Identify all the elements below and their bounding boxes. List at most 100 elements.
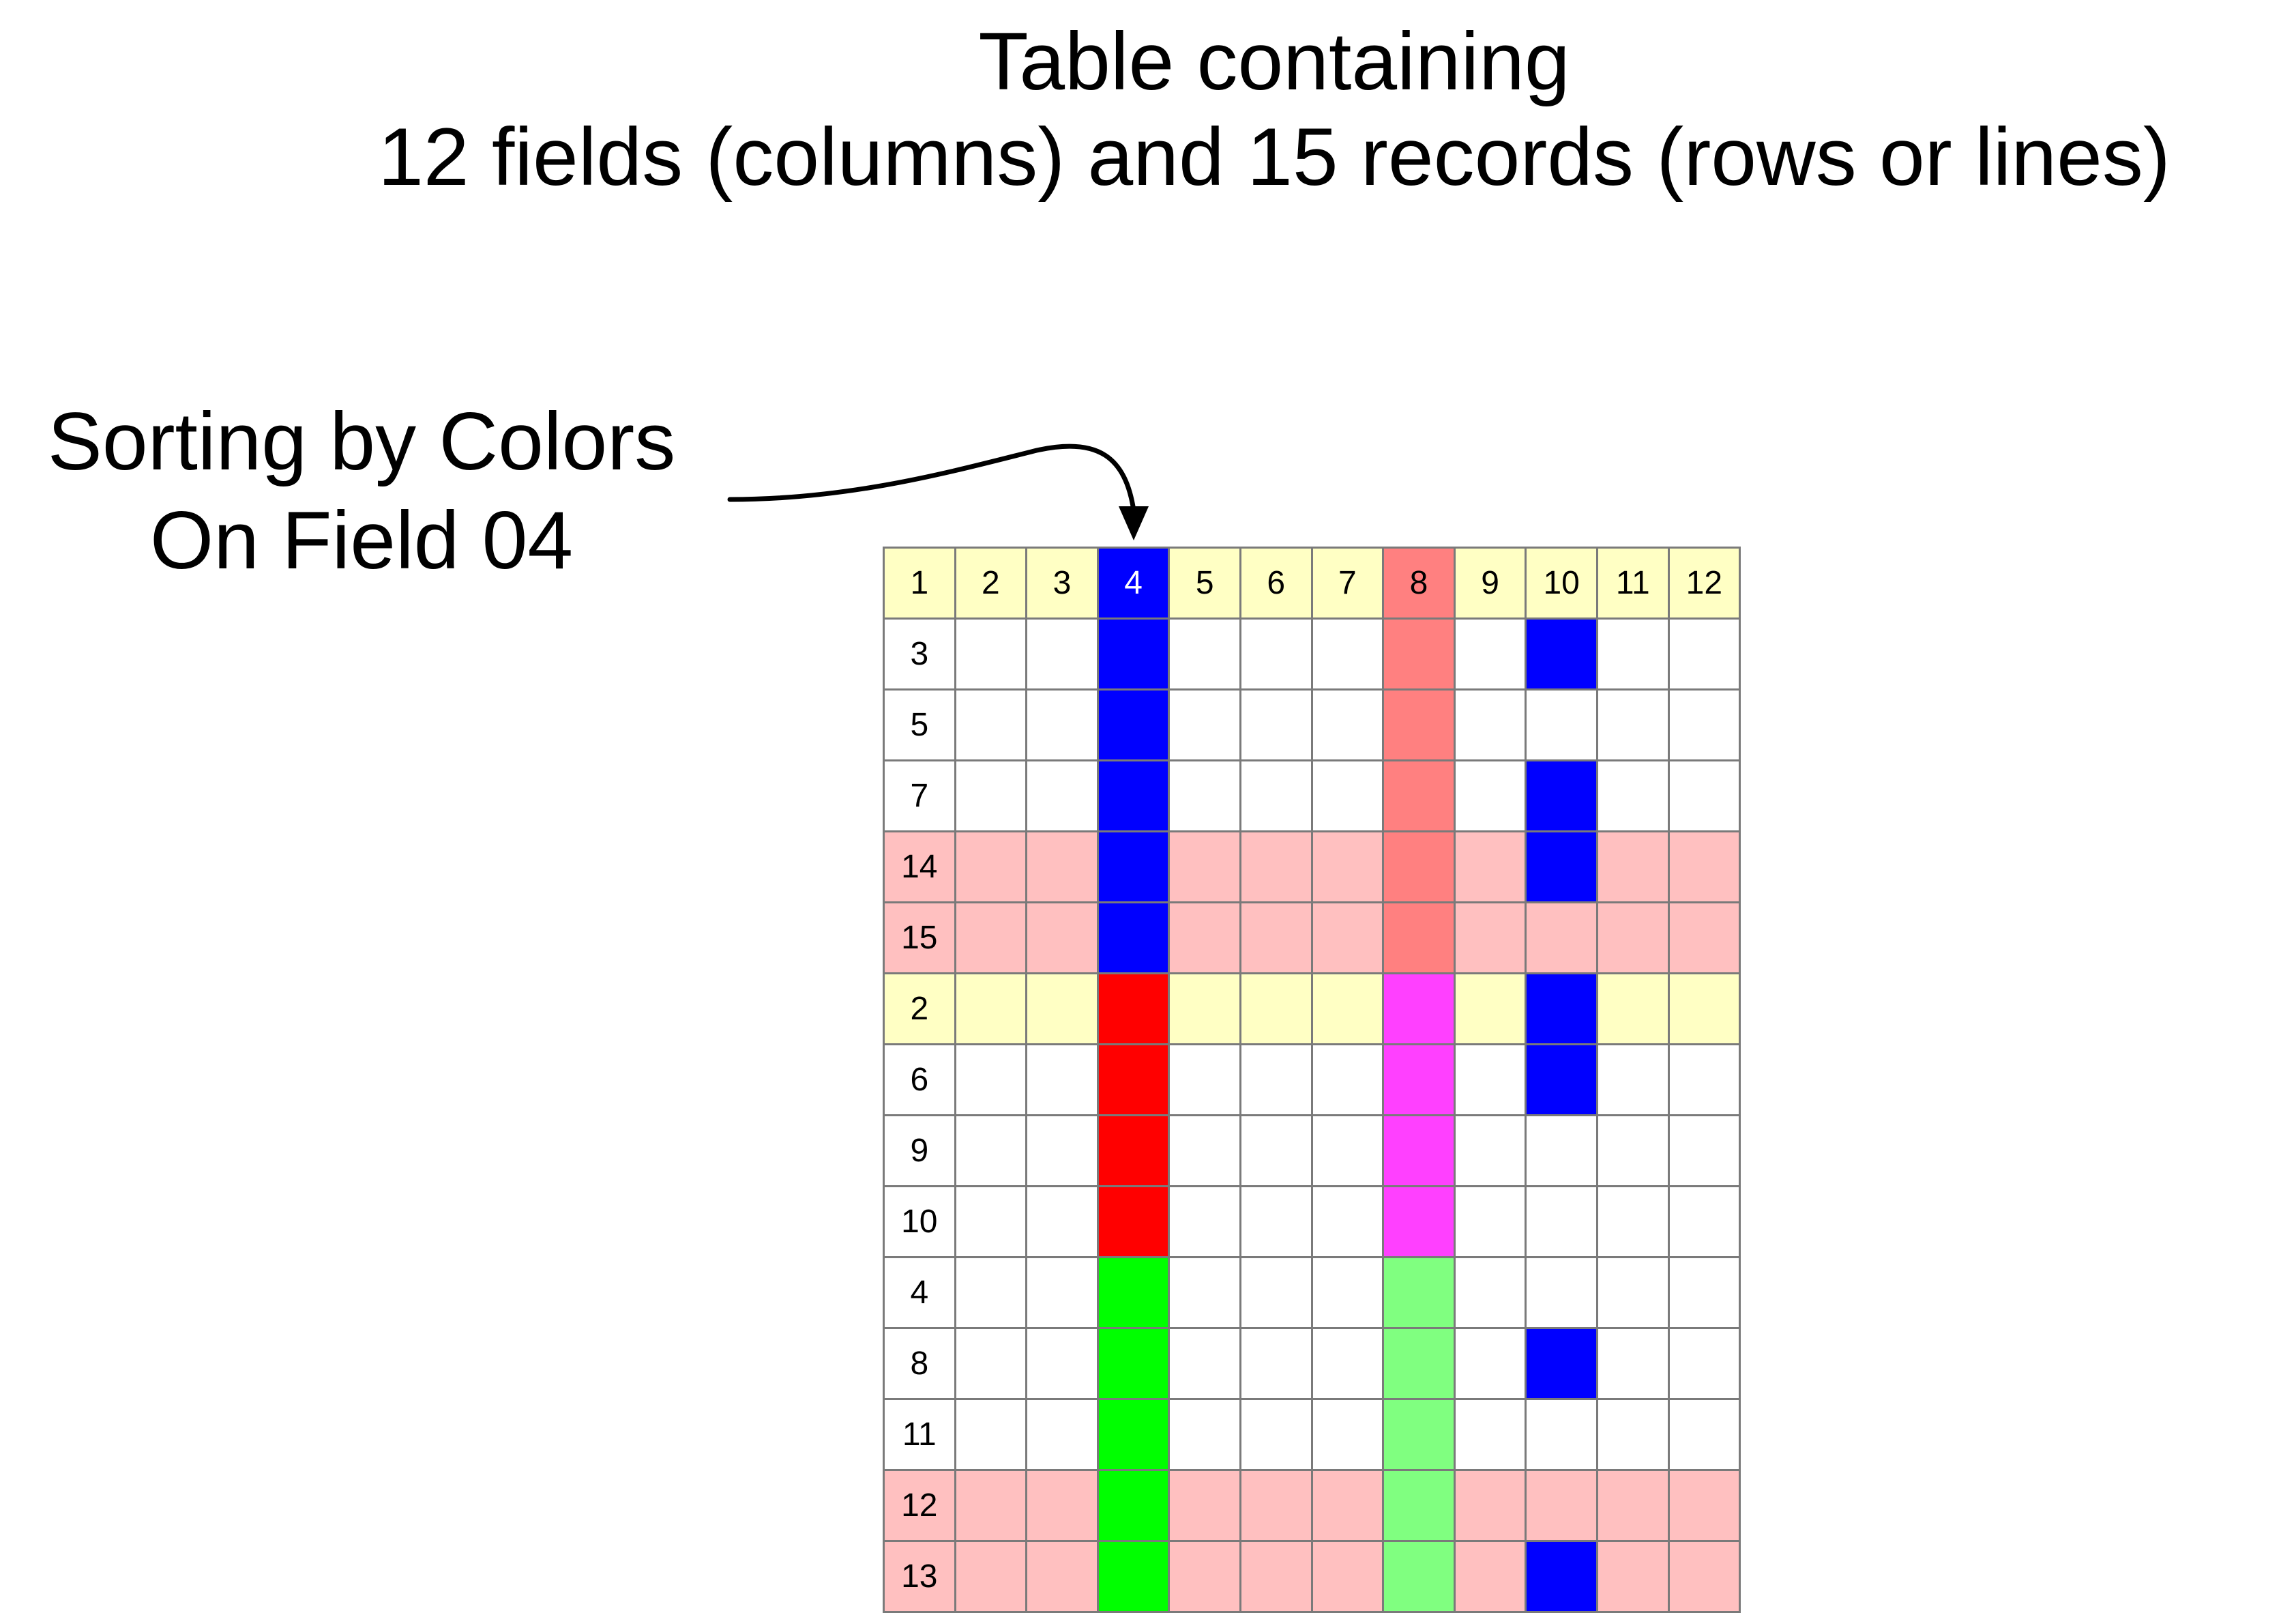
diagram-title: Table containing 12 fields (columns) and…: [259, 14, 2289, 205]
table-cell: [1527, 761, 1598, 832]
table-cell: [1598, 1542, 1670, 1613]
table-cell: [1241, 1542, 1313, 1613]
table-cell: [1098, 1116, 1171, 1187]
table-cell: [1098, 761, 1171, 832]
header-cell: 10: [1527, 549, 1598, 620]
table-cell: [1241, 974, 1313, 1045]
table-cell: [1598, 761, 1670, 832]
table-cell: [1527, 620, 1598, 691]
table-cell: [1669, 1187, 1741, 1258]
table-cell: [1098, 1400, 1171, 1471]
row-label-cell: 15: [885, 903, 956, 974]
row-label-cell: 3: [885, 620, 956, 691]
table-cell: [1384, 1258, 1456, 1329]
table-cell: [1312, 761, 1385, 832]
table-cell: [1669, 761, 1741, 832]
table-cell: [1455, 1542, 1527, 1613]
table-cell: [1669, 1542, 1741, 1613]
table-cell: [1241, 1258, 1313, 1329]
table-cell: [1312, 1400, 1385, 1471]
table-cell: [1598, 1045, 1670, 1116]
table-cell: [1384, 1116, 1456, 1187]
table-cell: [1170, 1471, 1241, 1542]
header-cell: 5: [1170, 549, 1241, 620]
table-cell: [1384, 903, 1456, 974]
table-cell: [1669, 1400, 1741, 1471]
table-cell: [1170, 761, 1241, 832]
table-cell: [1027, 1400, 1099, 1471]
table-cell: [1598, 1258, 1670, 1329]
table-cell: [1098, 974, 1171, 1045]
table-cell: [956, 1471, 1028, 1542]
table-cell: [1312, 620, 1385, 691]
table-cell: [1312, 903, 1385, 974]
table-cell: [1312, 1045, 1385, 1116]
table-cell: [1312, 1258, 1385, 1329]
row-label-cell: 2: [885, 974, 956, 1045]
table-cell: [1598, 691, 1670, 761]
table-cell: [1669, 974, 1741, 1045]
table-cell: [956, 903, 1028, 974]
table-cell: [1455, 832, 1527, 903]
table-cell: [1527, 1258, 1598, 1329]
table-cell: [956, 1187, 1028, 1258]
table-cell: [956, 1045, 1028, 1116]
table-cell: [1455, 974, 1527, 1045]
row-label-cell: 13: [885, 1542, 956, 1613]
header-cell: 7: [1312, 549, 1385, 620]
table-cell: [956, 1400, 1028, 1471]
table-cell: [1241, 832, 1313, 903]
table-cell: [956, 1116, 1028, 1187]
table-cell: [1527, 1116, 1598, 1187]
table-cell: [1241, 1329, 1313, 1400]
table-cell: [1241, 1116, 1313, 1187]
table-cell: [1455, 903, 1527, 974]
table-cell: [1384, 691, 1456, 761]
table-cell: [1027, 1116, 1099, 1187]
annotation-line-2: On Field 04: [149, 495, 574, 586]
header-cell: 2: [956, 549, 1028, 620]
table-cell: [1527, 832, 1598, 903]
table-cell: [1098, 1471, 1171, 1542]
table-cell: [1170, 903, 1241, 974]
table-cell: [1384, 832, 1456, 903]
table-cell: [1027, 974, 1099, 1045]
table-cell: [1027, 1187, 1099, 1258]
row-label-cell: 8: [885, 1329, 956, 1400]
row-label-cell: 7: [885, 761, 956, 832]
table-cell: [1669, 1258, 1741, 1329]
table-cell: [1455, 1116, 1527, 1187]
table-cell: [1241, 620, 1313, 691]
table-cell: [1527, 1471, 1598, 1542]
table-cell: [1527, 974, 1598, 1045]
annotation-line-1: Sorting by Colors: [47, 396, 676, 487]
table-cell: [1027, 903, 1099, 974]
title-line-1: Table containing: [978, 16, 1570, 107]
table-cell: [1241, 1400, 1313, 1471]
table-cell: [1170, 1116, 1241, 1187]
table-cell: [956, 1542, 1028, 1613]
table-cell: [1098, 1045, 1171, 1116]
row-label-cell: 4: [885, 1258, 956, 1329]
table-cell: [956, 1329, 1028, 1400]
table-cell: [1027, 832, 1099, 903]
row-label-cell: 10: [885, 1187, 956, 1258]
table-cell: [1241, 761, 1313, 832]
table-cell: [1527, 1187, 1598, 1258]
table-cell: [1027, 620, 1099, 691]
table-cell: [1384, 1187, 1456, 1258]
arrow-head-icon: [1119, 506, 1149, 540]
table-cell: [956, 974, 1028, 1045]
table-cell: [1669, 1045, 1741, 1116]
table-cell: [1669, 1329, 1741, 1400]
table-cell: [1027, 1258, 1099, 1329]
table-cell: [1455, 1045, 1527, 1116]
header-cell: 6: [1241, 549, 1313, 620]
table-cell: [1170, 691, 1241, 761]
table-cell: [1598, 974, 1670, 1045]
row-label-cell: 11: [885, 1400, 956, 1471]
table-cell: [1669, 1471, 1741, 1542]
header-cell: 9: [1455, 549, 1527, 620]
table-cell: [1455, 620, 1527, 691]
